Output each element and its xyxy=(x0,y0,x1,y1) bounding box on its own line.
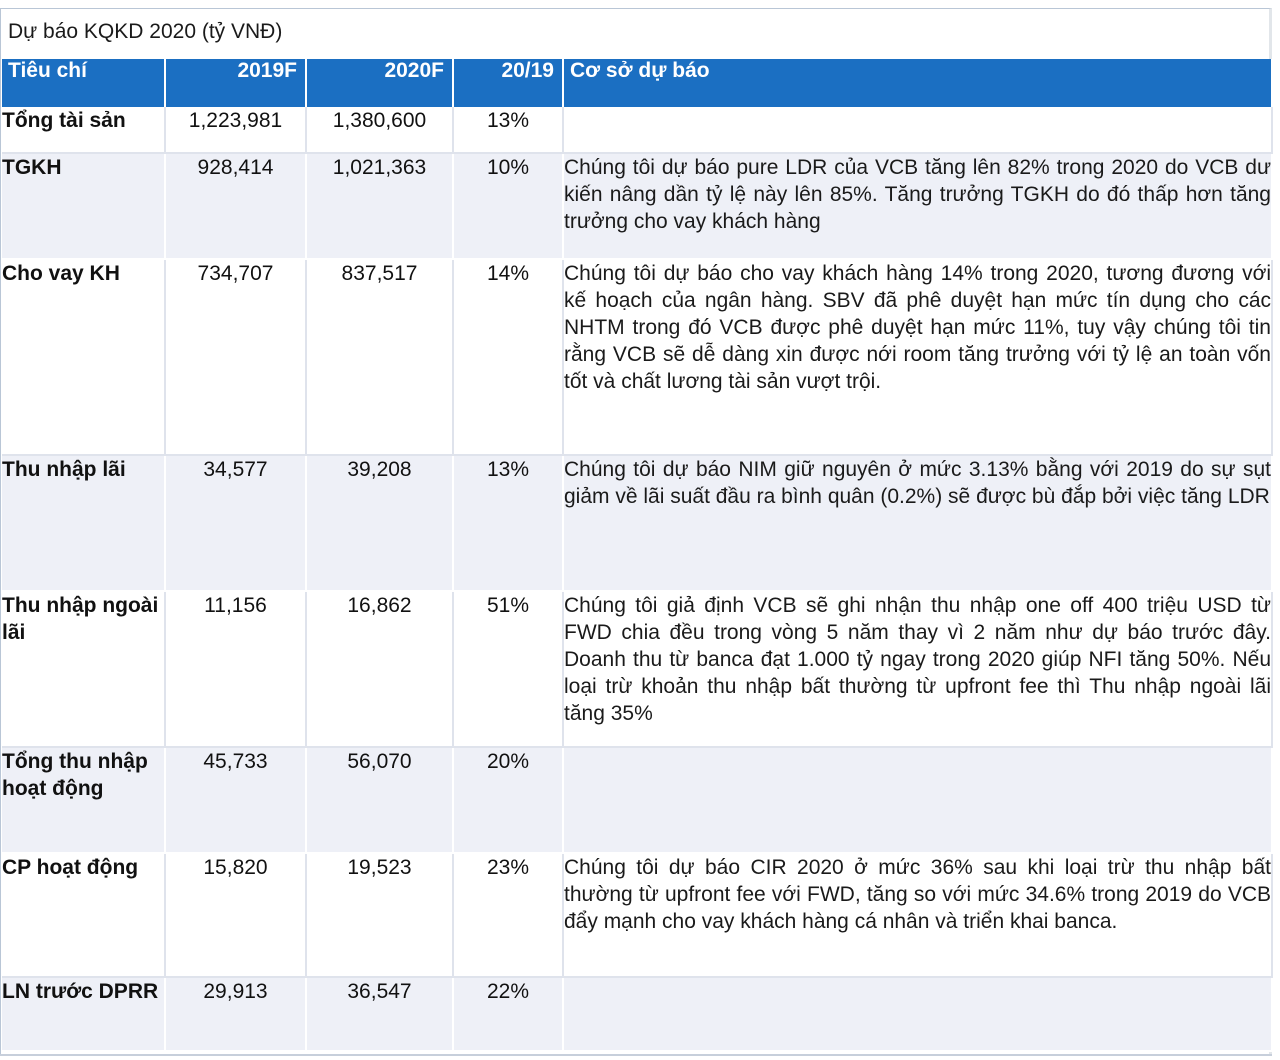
table-row: Cho vay KH 734,707 837,517 14% Chúng tôi… xyxy=(2,259,1273,456)
row-basis: Chúng tôi giả định VCB sẽ ghi nhận thu n… xyxy=(563,591,1273,748)
row-growth: 10% xyxy=(453,153,564,260)
header-basis: Cơ sở dự báo xyxy=(563,59,1273,107)
row-growth: 23% xyxy=(453,853,564,978)
row-basis xyxy=(563,977,1273,1052)
row-basis xyxy=(563,747,1273,854)
header-growth: 20/19 xyxy=(453,59,564,107)
row-basis: Chúng tôi dự báo cho vay khách hàng 14% … xyxy=(563,259,1273,456)
forecast-table: Tiêu chí 2019F 2020F 20/19 Cơ sở dự báo … xyxy=(2,59,1273,1052)
row-2019f: 34,577 xyxy=(165,455,307,592)
row-2019f: 928,414 xyxy=(165,153,307,260)
bottom-divider xyxy=(0,1054,1272,1056)
row-2020f: 16,862 xyxy=(306,591,454,748)
row-growth: 13% xyxy=(453,455,564,592)
row-criteria: TGKH xyxy=(2,153,166,260)
row-growth: 14% xyxy=(453,259,564,456)
row-2019f: 15,820 xyxy=(165,853,307,978)
row-2019f: 29,913 xyxy=(165,977,307,1052)
header-criteria: Tiêu chí xyxy=(2,59,166,107)
row-basis xyxy=(563,107,1273,154)
table-header-row: Tiêu chí 2019F 2020F 20/19 Cơ sở dự báo xyxy=(2,59,1273,107)
table-row: Tổng tài sản 1,223,981 1,380,600 13% xyxy=(2,107,1273,154)
row-criteria: Cho vay KH xyxy=(2,259,166,456)
row-criteria: CP hoạt động xyxy=(2,853,166,978)
table-caption: Dự báo KQKD 2020 (tỷ VNĐ) xyxy=(8,20,283,43)
row-growth: 13% xyxy=(453,107,564,154)
table-row: Tổng thu nhập hoạt động 45,733 56,070 20… xyxy=(2,747,1273,854)
header-2020f: 2020F xyxy=(306,59,454,107)
row-criteria: LN trước DPRR xyxy=(2,977,166,1052)
row-2020f: 1,021,363 xyxy=(306,153,454,260)
row-2019f: 1,223,981 xyxy=(165,107,307,154)
row-criteria: Tổng tài sản xyxy=(2,107,166,154)
row-2020f: 1,380,600 xyxy=(306,107,454,154)
row-growth: 22% xyxy=(453,977,564,1052)
header-2019f: 2019F xyxy=(165,59,307,107)
row-2020f: 39,208 xyxy=(306,455,454,592)
row-2019f: 11,156 xyxy=(165,591,307,748)
table-row: CP hoạt động 15,820 19,523 23% Chúng tôi… xyxy=(2,853,1273,978)
row-2019f: 734,707 xyxy=(165,259,307,456)
row-2020f: 56,070 xyxy=(306,747,454,854)
row-basis: Chúng tôi dự báo CIR 2020 ở mức 36% sau … xyxy=(563,853,1273,978)
row-2020f: 19,523 xyxy=(306,853,454,978)
row-2019f: 45,733 xyxy=(165,747,307,854)
row-basis: Chúng tôi dự báo pure LDR của VCB tăng l… xyxy=(563,153,1273,260)
table-row: Thu nhập ngoài lãi 11,156 16,862 51% Chú… xyxy=(2,591,1273,748)
table-row: LN trước DPRR 29,913 36,547 22% xyxy=(2,977,1273,1052)
row-growth: 20% xyxy=(453,747,564,854)
row-2020f: 36,547 xyxy=(306,977,454,1052)
table-row: TGKH 928,414 1,021,363 10% Chúng tôi dự … xyxy=(2,153,1273,260)
row-basis: Chúng tôi dự báo NIM giữ nguyên ở mức 3.… xyxy=(563,455,1273,592)
row-criteria: Tổng thu nhập hoạt động xyxy=(2,747,166,854)
table-row: Thu nhập lãi 34,577 39,208 13% Chúng tôi… xyxy=(2,455,1273,592)
row-criteria: Thu nhập lãi xyxy=(2,455,166,592)
row-2020f: 837,517 xyxy=(306,259,454,456)
row-criteria: Thu nhập ngoài lãi xyxy=(2,591,166,748)
row-growth: 51% xyxy=(453,591,564,748)
